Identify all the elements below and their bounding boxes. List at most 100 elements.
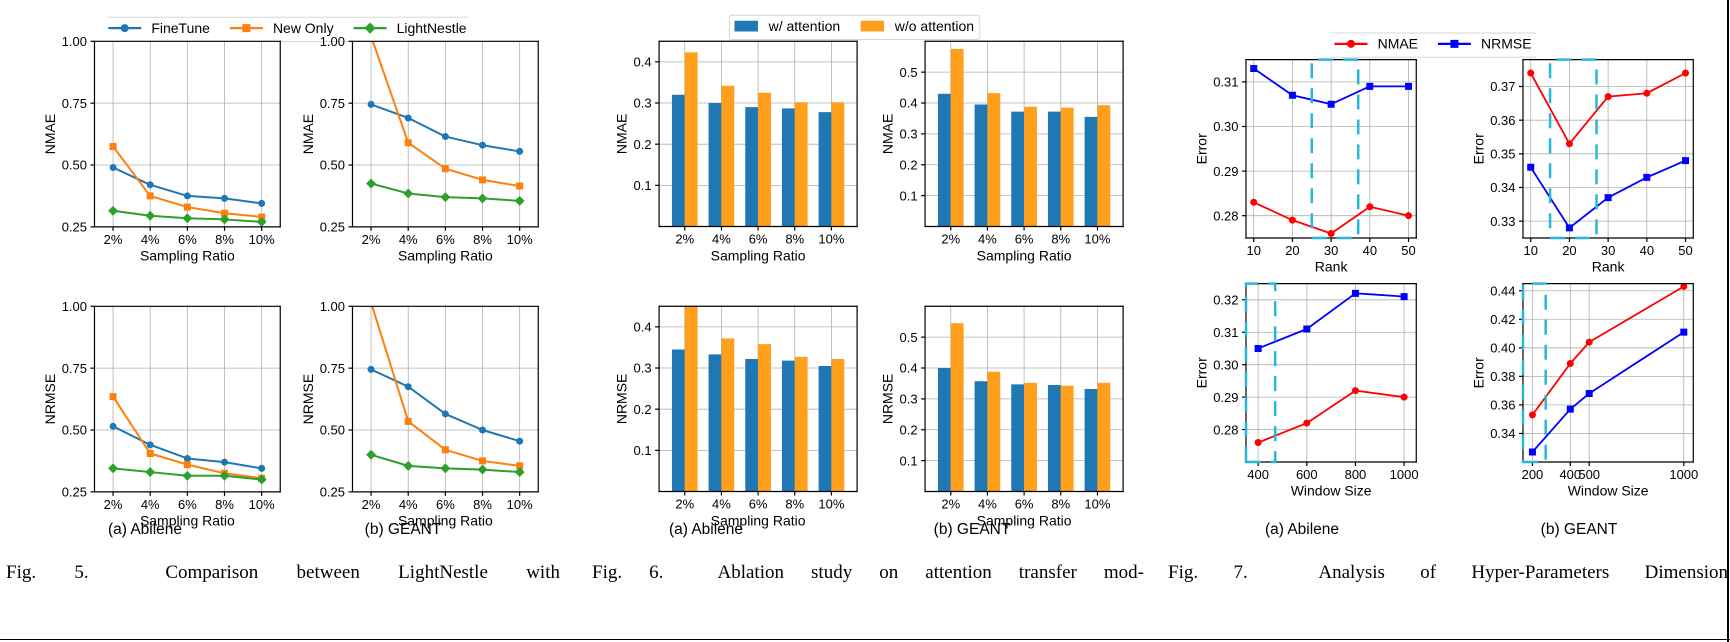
svg-text:4%: 4% [978,231,997,246]
svg-text:400: 400 [1247,467,1269,482]
svg-text:4%: 4% [399,232,418,247]
svg-text:0.42: 0.42 [1490,312,1515,327]
svg-text:0.34: 0.34 [1490,426,1515,441]
svg-text:2%: 2% [362,497,381,512]
svg-text:30: 30 [1324,243,1338,258]
svg-text:6%: 6% [178,232,197,247]
svg-text:0.2: 0.2 [634,402,652,417]
svg-text:0.36: 0.36 [1490,398,1515,413]
svg-text:20: 20 [1285,243,1299,258]
svg-text:40: 40 [1363,243,1377,258]
svg-text:20: 20 [1562,243,1576,258]
svg-text:10%: 10% [249,232,275,247]
svg-text:6%: 6% [749,231,768,246]
svg-text:6%: 6% [749,496,768,511]
svg-text:8%: 8% [785,496,804,511]
svg-text:10%: 10% [249,497,275,512]
svg-text:0.28: 0.28 [1213,422,1238,437]
svg-text:2%: 2% [104,232,123,247]
svg-text:0.75: 0.75 [320,361,345,376]
svg-text:10%: 10% [818,231,844,246]
svg-text:2%: 2% [104,497,123,512]
svg-text:NMAE: NMAE [300,114,316,154]
svg-text:800: 800 [1345,467,1367,482]
svg-text:Error: Error [1193,357,1209,388]
svg-text:0.25: 0.25 [62,485,87,500]
svg-text:0.32: 0.32 [1213,293,1238,308]
svg-text:NMAE: NMAE [880,114,896,154]
svg-text:50: 50 [1401,243,1415,258]
svg-text:0.2: 0.2 [634,137,652,152]
svg-text:0.29: 0.29 [1213,390,1238,405]
svg-text:NMAE: NMAE [614,114,630,154]
svg-text:0.44: 0.44 [1490,283,1515,298]
svg-text:0.35: 0.35 [1490,147,1515,162]
svg-text:0.50: 0.50 [320,158,345,173]
svg-text:0.30: 0.30 [1213,119,1238,134]
svg-text:0.3: 0.3 [900,127,918,142]
svg-text:4%: 4% [712,231,731,246]
svg-text:4%: 4% [399,497,418,512]
svg-text:0.29: 0.29 [1213,164,1238,179]
svg-text:Error: Error [1470,357,1486,388]
svg-text:0.36: 0.36 [1490,113,1515,128]
svg-text:0.75: 0.75 [320,96,345,111]
svg-text:4%: 4% [141,497,160,512]
svg-text:10: 10 [1246,243,1260,258]
svg-text:10%: 10% [818,496,844,511]
svg-text:0.31: 0.31 [1213,325,1238,340]
svg-text:1.00: 1.00 [320,34,345,49]
svg-text:Sampling Ratio: Sampling Ratio [398,248,493,264]
svg-text:4%: 4% [978,496,997,511]
svg-text:10%: 10% [507,497,533,512]
svg-text:1000: 1000 [1669,467,1698,482]
svg-text:0.50: 0.50 [62,158,87,173]
svg-text:0.28: 0.28 [1213,208,1238,223]
svg-text:0.34: 0.34 [1490,180,1515,195]
svg-text:8%: 8% [1051,496,1070,511]
svg-text:8%: 8% [473,232,492,247]
svg-text:2%: 2% [941,231,960,246]
svg-text:0.25: 0.25 [320,485,345,500]
svg-text:8%: 8% [1051,231,1070,246]
svg-text:0.1: 0.1 [634,178,652,193]
svg-text:0.3: 0.3 [900,392,918,407]
svg-text:4%: 4% [712,496,731,511]
svg-text:500: 500 [1578,467,1600,482]
svg-text:0.75: 0.75 [62,361,87,376]
svg-text:10%: 10% [1084,496,1110,511]
svg-text:30: 30 [1601,243,1615,258]
svg-text:10%: 10% [1084,231,1110,246]
svg-text:0.40: 0.40 [1490,341,1515,356]
svg-text:0.25: 0.25 [320,220,345,235]
svg-text:10: 10 [1523,243,1537,258]
svg-text:0.75: 0.75 [62,96,87,111]
svg-text:0.37: 0.37 [1490,79,1515,94]
svg-text:6%: 6% [436,232,455,247]
svg-text:1000: 1000 [1390,467,1419,482]
svg-text:8%: 8% [215,497,234,512]
svg-text:0.31: 0.31 [1213,75,1238,90]
svg-text:0.1: 0.1 [900,188,918,203]
svg-text:NRMSE: NRMSE [300,374,316,425]
svg-text:8%: 8% [215,232,234,247]
svg-text:0.3: 0.3 [634,96,652,111]
svg-text:6%: 6% [178,497,197,512]
svg-text:0.50: 0.50 [320,423,345,438]
svg-text:50: 50 [1678,243,1692,258]
svg-text:10%: 10% [507,232,533,247]
svg-text:1.00: 1.00 [62,34,87,49]
svg-text:Sampling Ratio: Sampling Ratio [977,247,1072,263]
svg-text:0.4: 0.4 [634,320,652,335]
svg-text:0.5: 0.5 [900,65,918,80]
svg-text:0.38: 0.38 [1490,369,1515,384]
svg-text:0.4: 0.4 [900,361,918,376]
svg-text:0.2: 0.2 [900,157,918,172]
svg-text:6%: 6% [1015,496,1034,511]
svg-text:4%: 4% [141,232,160,247]
svg-text:NRMSE: NRMSE [880,374,896,425]
svg-text:40: 40 [1640,243,1654,258]
svg-text:8%: 8% [473,497,492,512]
svg-text:Sampling Ratio: Sampling Ratio [140,248,235,264]
svg-text:2%: 2% [675,496,694,511]
